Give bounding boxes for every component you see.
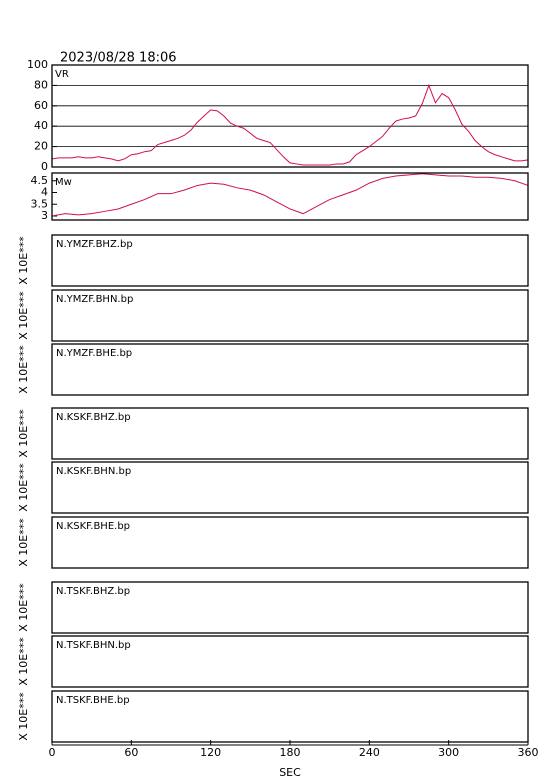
waveform-label: N.TSKF.BHE.bp	[56, 695, 130, 706]
x-tick-label: 120	[200, 746, 221, 759]
y-tick-label: 3	[41, 209, 48, 222]
y-tick-label: 60	[34, 99, 48, 112]
x-tick-label: 360	[518, 746, 539, 759]
scale-label: X 10E***	[17, 345, 30, 394]
waveform-label: N.YMZF.BHZ.bp	[56, 239, 133, 250]
x-tick-label: 300	[438, 746, 459, 759]
y-tick-label: 4.5	[31, 174, 49, 187]
figure-title: 2023/08/28 18:06	[60, 51, 177, 66]
waveform-frame	[51, 234, 529, 287]
x-tick-label: 240	[359, 746, 380, 759]
waveform-label: N.YMZF.BHE.bp	[56, 348, 132, 359]
scale-label: X 10E***	[17, 291, 30, 340]
panel-frame	[51, 64, 529, 168]
panel-frame	[51, 172, 529, 221]
panel-label: VR	[55, 69, 69, 80]
waveform-frame	[51, 407, 529, 460]
waveform-frame	[51, 516, 529, 569]
waveform-label: N.TSKF.BHZ.bp	[56, 586, 130, 597]
scale-label: X 10E***	[17, 409, 30, 458]
scale-label: X 10E***	[17, 236, 30, 285]
y-tick-label: 40	[34, 119, 48, 132]
x-axis-label: SEC	[279, 766, 301, 779]
y-tick-label: 20	[34, 140, 48, 153]
y-tick-label: 0	[41, 160, 48, 173]
waveform-frame	[51, 289, 529, 342]
scale-label: X 10E***	[17, 692, 30, 741]
x-tick-label: 60	[124, 746, 138, 759]
scale-label: X 10E***	[17, 637, 30, 686]
y-tick-label: 3.5	[31, 197, 49, 210]
waveform-frame	[51, 581, 529, 634]
data-line	[51, 83, 529, 166]
scale-label: X 10E***	[17, 583, 30, 632]
waveform-label: N.YMZF.BHN.bp	[56, 294, 133, 305]
x-tick-label: 180	[280, 746, 301, 759]
waveform-label: N.KSKF.BHE.bp	[56, 521, 130, 532]
data-line	[51, 173, 529, 217]
x-tick-label: 0	[49, 746, 56, 759]
panel-label: Mw	[55, 177, 72, 188]
scale-label: X 10E***	[17, 463, 30, 512]
waveform-label: N.KSKF.BHN.bp	[56, 466, 131, 477]
waveform-label: N.KSKF.BHZ.bp	[56, 412, 131, 423]
waveform-frame	[51, 635, 529, 688]
waveform-frame	[51, 343, 529, 396]
waveform-frame	[51, 461, 529, 514]
y-tick-label: 100	[27, 58, 48, 71]
waveform-label: N.TSKF.BHN.bp	[56, 640, 131, 651]
scale-label: X 10E***	[17, 518, 30, 567]
y-tick-label: 4	[41, 186, 48, 199]
y-tick-label: 80	[34, 78, 48, 91]
